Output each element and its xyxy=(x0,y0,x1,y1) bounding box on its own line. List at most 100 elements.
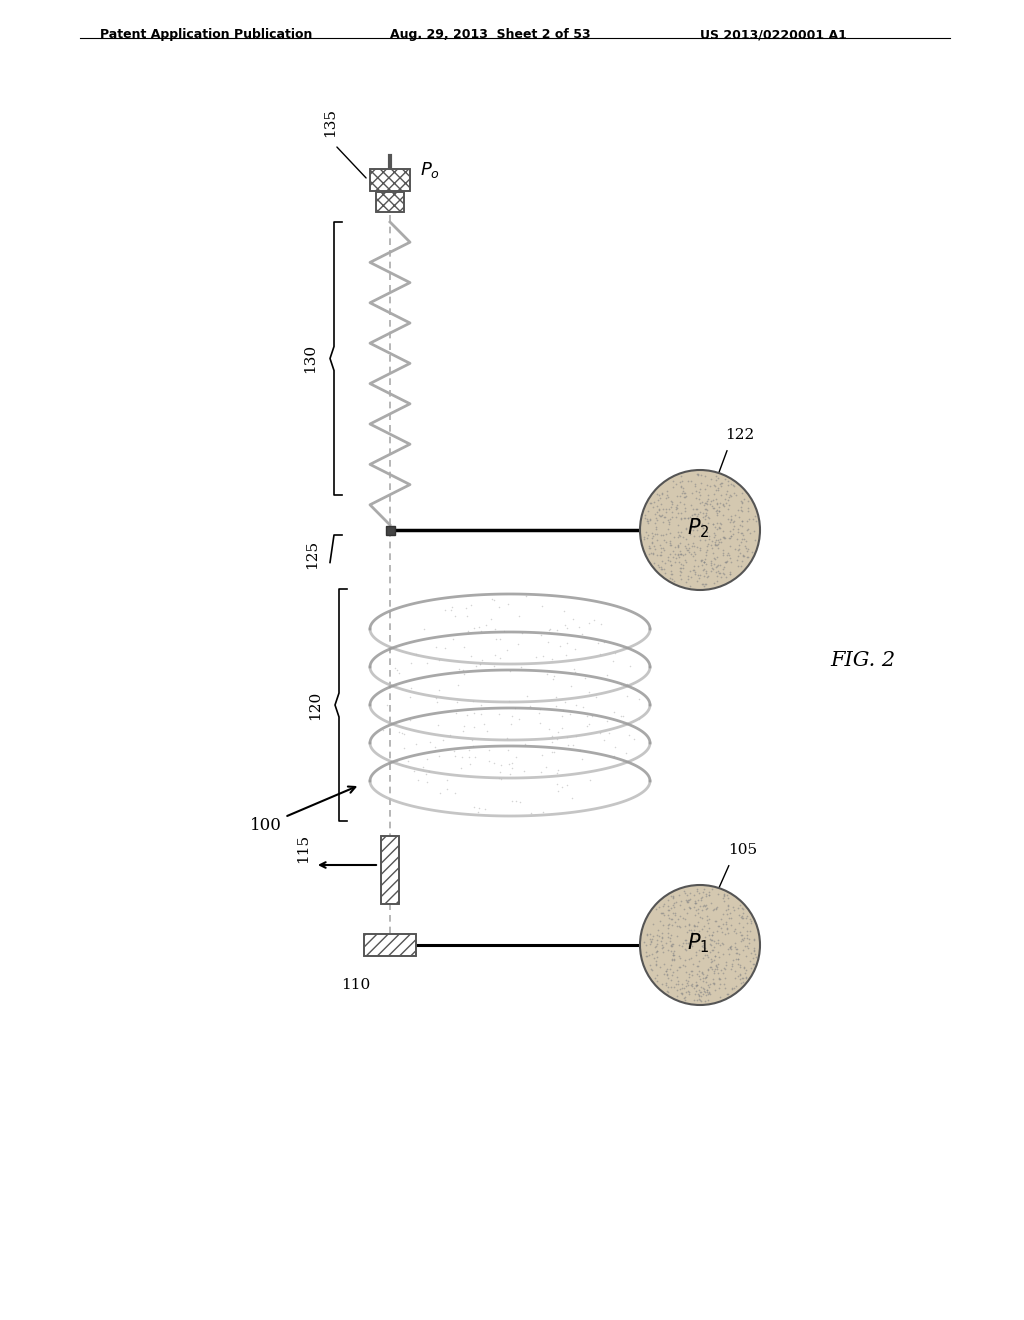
Point xyxy=(706,558,722,579)
Point xyxy=(690,488,707,510)
Point xyxy=(672,544,688,565)
Point xyxy=(740,498,757,519)
Point xyxy=(659,977,676,998)
Point xyxy=(538,756,554,777)
Point xyxy=(687,941,703,962)
Point xyxy=(460,620,476,642)
Point xyxy=(734,968,751,989)
Point xyxy=(739,500,756,521)
Point xyxy=(716,528,732,549)
Point xyxy=(717,968,733,989)
Point xyxy=(693,908,710,929)
Point xyxy=(710,941,726,962)
Point xyxy=(486,590,503,611)
Point xyxy=(734,511,751,532)
Point xyxy=(691,989,708,1010)
Point xyxy=(567,694,584,715)
Point xyxy=(695,576,712,597)
Point xyxy=(668,496,684,517)
Point xyxy=(740,928,757,949)
Point xyxy=(712,915,728,936)
Point xyxy=(723,510,739,531)
Point xyxy=(487,628,504,649)
Point xyxy=(690,956,707,977)
Point xyxy=(654,915,671,936)
Point xyxy=(682,888,698,909)
Point xyxy=(708,561,724,582)
Point xyxy=(666,961,682,982)
Point xyxy=(681,913,697,935)
Point xyxy=(711,478,727,499)
Point xyxy=(696,895,713,916)
Point xyxy=(545,668,561,689)
Point xyxy=(654,903,671,924)
Point xyxy=(497,620,513,642)
Point xyxy=(665,470,681,491)
Point xyxy=(713,960,729,981)
Point xyxy=(713,484,729,506)
Point xyxy=(674,483,690,504)
Point xyxy=(712,512,728,533)
Point xyxy=(700,974,717,995)
Point xyxy=(733,500,750,521)
Point xyxy=(702,494,719,515)
Point xyxy=(670,537,686,558)
Point xyxy=(687,892,703,913)
Point xyxy=(684,921,700,942)
Point xyxy=(638,945,654,966)
Point xyxy=(439,770,456,791)
Point xyxy=(665,944,681,965)
Point xyxy=(695,946,712,968)
Point xyxy=(664,965,680,986)
Point xyxy=(690,504,707,525)
Point xyxy=(670,527,686,548)
Point xyxy=(696,558,713,579)
Point xyxy=(656,562,673,583)
Point xyxy=(673,466,689,487)
Point xyxy=(710,561,726,582)
Point xyxy=(698,566,715,587)
Point xyxy=(478,721,495,742)
Point xyxy=(664,933,680,954)
Point xyxy=(669,960,685,981)
Point xyxy=(688,931,705,952)
Point xyxy=(557,615,573,636)
Point xyxy=(683,920,699,941)
Point xyxy=(443,597,460,618)
Point xyxy=(664,564,680,585)
Point xyxy=(734,492,751,513)
Point xyxy=(552,635,568,656)
Point xyxy=(710,533,726,554)
Point xyxy=(474,649,490,671)
Point xyxy=(702,535,719,556)
Point xyxy=(688,974,705,995)
Point xyxy=(697,541,714,562)
Point xyxy=(694,507,711,528)
Point xyxy=(606,744,623,766)
Point xyxy=(717,557,733,578)
Point xyxy=(687,891,703,912)
Point xyxy=(721,562,737,583)
Point xyxy=(673,558,689,579)
Point xyxy=(665,935,681,956)
Point xyxy=(706,961,722,982)
Point xyxy=(709,500,725,521)
Point xyxy=(683,566,699,587)
Point xyxy=(684,960,700,981)
Point xyxy=(677,908,693,929)
Point xyxy=(532,762,549,783)
Point xyxy=(694,962,711,983)
Point xyxy=(694,882,711,903)
Point xyxy=(461,739,477,760)
Point xyxy=(672,486,688,507)
Point xyxy=(428,636,444,657)
Point xyxy=(652,506,669,527)
Point xyxy=(706,936,722,957)
Point xyxy=(705,969,721,990)
Point xyxy=(731,535,748,556)
Point xyxy=(657,487,674,508)
Point xyxy=(696,879,713,900)
Point xyxy=(671,970,687,991)
Point xyxy=(715,504,731,525)
Point xyxy=(644,913,660,935)
